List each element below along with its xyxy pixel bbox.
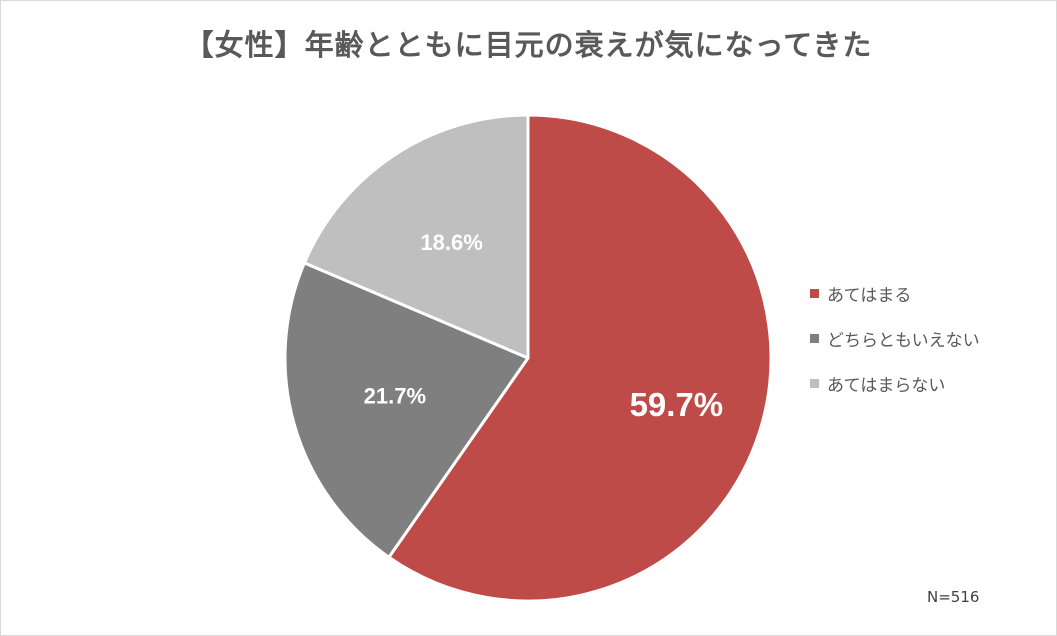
legend-label-neutral: どちらともいえない — [827, 330, 980, 351]
legend-swatch-neutral — [810, 333, 819, 343]
sample-size-note: N=516 — [927, 588, 980, 606]
pie-slice-neutral — [283, 261, 530, 559]
legend-item-agree: あてはまる — [810, 280, 980, 306]
data-label-neutral: 21.7% — [364, 384, 426, 409]
legend-swatch-disagree — [810, 378, 819, 388]
pie-slice-disagree — [302, 113, 530, 360]
chart-title: 【女性】年齢とともに目元の衰えが気になってきた — [184, 28, 873, 62]
legend-label-agree: あてはまる — [827, 285, 912, 306]
legend: あてはまる どちらともいえない あてはまらない — [810, 280, 980, 415]
legend-item-neutral: どちらともいえない — [810, 325, 980, 351]
legend-swatch-agree — [810, 288, 819, 298]
legend-item-disagree: あてはまらない — [810, 370, 980, 396]
data-label-agree: 59.7% — [630, 386, 724, 423]
pie-slice-agree — [387, 113, 773, 603]
legend-label-disagree: あてはまらない — [827, 375, 946, 396]
data-label-disagree: 18.6% — [420, 230, 482, 255]
